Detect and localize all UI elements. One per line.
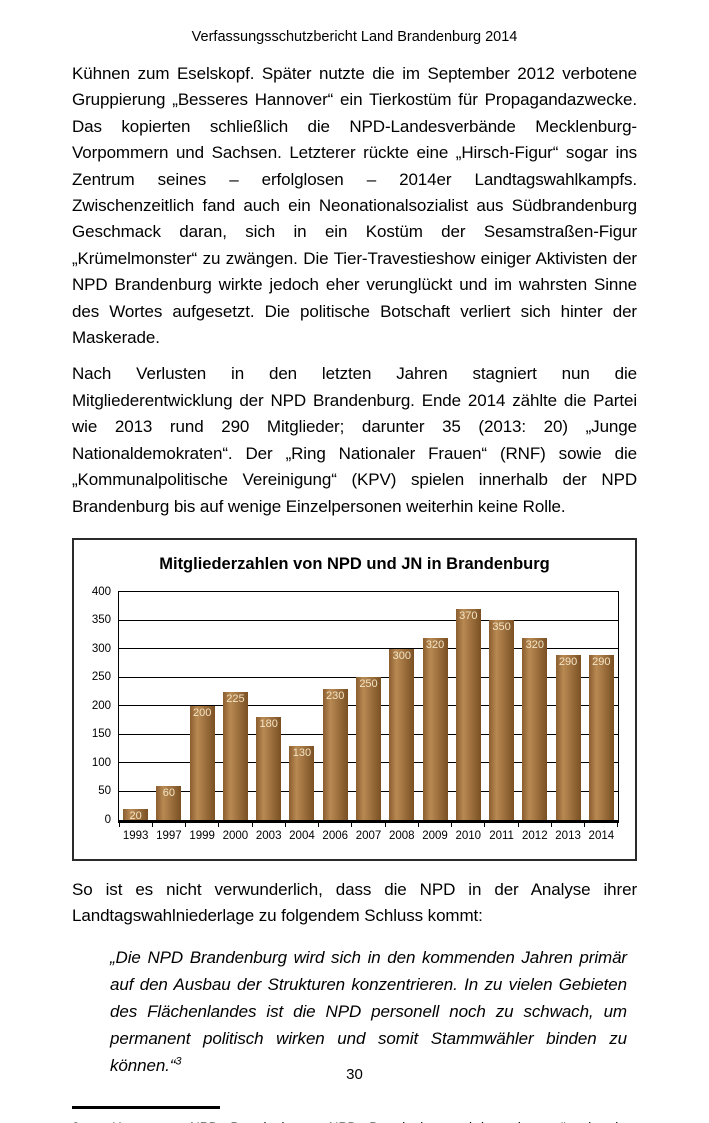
bar-1997: 60 bbox=[156, 785, 182, 820]
x-axis-label-2007: 2007 bbox=[355, 829, 382, 842]
bar-value-label-2000: 225 bbox=[226, 692, 245, 705]
paragraph-3: So ist es nicht verwunderlich, dass die … bbox=[72, 879, 637, 926]
y-axis-label-350: 350 bbox=[91, 614, 111, 627]
bar-2004: 130 bbox=[289, 745, 315, 820]
gridline-350 bbox=[119, 619, 618, 621]
bar-2010: 370 bbox=[455, 609, 481, 820]
x-axis-tick bbox=[284, 822, 286, 827]
x-axis-tick bbox=[550, 822, 552, 827]
bar-2013: 290 bbox=[555, 654, 581, 820]
running-header: Verfassungsschutzbericht Land Brandenbur… bbox=[191, 29, 518, 45]
bar-1999: 200 bbox=[189, 705, 215, 820]
x-axis-label-2011: 2011 bbox=[489, 829, 514, 842]
x-axis-label-2010: 2010 bbox=[455, 829, 482, 842]
footnote-reference: 3 bbox=[175, 1055, 182, 1068]
page-content: Kühnen zum Eselskopf. Später nutzte die … bbox=[0, 61, 709, 1123]
footnote-marker: 3 bbox=[72, 1118, 112, 1123]
y-axis-label-150: 150 bbox=[91, 728, 111, 741]
y-axis-label-400: 400 bbox=[91, 585, 111, 598]
paragraph-2: Nach Verlusten in den letzten Jahren sta… bbox=[72, 364, 637, 516]
bar-2008: 300 bbox=[389, 648, 415, 820]
x-axis-tick bbox=[218, 822, 220, 827]
x-axis-label-1999: 1999 bbox=[189, 829, 215, 842]
bar-2012: 320 bbox=[522, 637, 548, 820]
x-axis-tick bbox=[251, 822, 253, 827]
x-axis-label-2013: 2013 bbox=[555, 829, 581, 842]
bar-value-label-2003: 180 bbox=[259, 718, 278, 731]
y-axis-label-50: 50 bbox=[98, 785, 111, 798]
bar-value-label-2013: 290 bbox=[558, 655, 578, 668]
x-axis-tick bbox=[351, 822, 353, 827]
bar-value-label-2009: 320 bbox=[425, 638, 445, 651]
blockquote: „Die NPD Brandenburg wird sich in den ko… bbox=[110, 944, 627, 1079]
bar-value-label-2012: 320 bbox=[525, 638, 544, 651]
y-axis-label-250: 250 bbox=[91, 671, 111, 684]
bar-2000: 225 bbox=[222, 691, 248, 820]
bar-2003: 180 bbox=[256, 717, 282, 820]
x-axis-label-2014: 2014 bbox=[588, 829, 615, 842]
x-axis-label-1993: 1993 bbox=[122, 829, 149, 842]
quote-text: „Die NPD Brandenburg wird sich in den ko… bbox=[110, 947, 627, 1075]
bar-value-label-2011: 350 bbox=[492, 621, 511, 634]
paragraph-1: Kühnen zum Eselskopf. Später nutzte die … bbox=[72, 64, 637, 348]
x-axis-tick bbox=[185, 822, 187, 827]
bar-2014: 290 bbox=[588, 654, 614, 820]
bar-value-label-2006: 230 bbox=[326, 689, 345, 702]
bar-value-label-1993: 20 bbox=[129, 809, 142, 822]
bar-value-label-2004: 130 bbox=[292, 746, 312, 759]
chart-title: Mitgliederzahlen von NPD und JN in Brand… bbox=[159, 554, 550, 573]
x-axis-tick bbox=[584, 822, 586, 827]
bar-value-label-2014: 290 bbox=[592, 655, 611, 668]
x-axis-label-2012: 2012 bbox=[522, 829, 548, 842]
x-axis-label-1997: 1997 bbox=[156, 829, 182, 842]
x-axis-tick bbox=[484, 822, 486, 827]
x-axis-label-2009: 2009 bbox=[422, 829, 448, 842]
bar-value-label-1997: 60 bbox=[162, 786, 176, 799]
bar-value-label-2007: 250 bbox=[359, 678, 378, 691]
gridline-300 bbox=[119, 648, 618, 650]
x-axis-tick bbox=[517, 822, 519, 827]
x-axis-label-2000: 2000 bbox=[222, 829, 249, 842]
chart-plot: 0 50 100 150 200 250 300 350 400 20 1993 60 1997 200 1… bbox=[92, 586, 619, 842]
bar-2007: 250 bbox=[356, 677, 381, 820]
x-axis-label-2008: 2008 bbox=[388, 829, 415, 842]
x-axis-label-2003: 2003 bbox=[255, 829, 282, 842]
bar-value-label-2008: 300 bbox=[392, 649, 411, 662]
y-axis-label-200: 200 bbox=[91, 699, 111, 712]
y-axis-label-100: 100 bbox=[91, 756, 111, 769]
page-number: 30 bbox=[346, 1066, 363, 1083]
x-axis-tick bbox=[318, 822, 320, 827]
y-axis-label-0: 0 bbox=[104, 813, 111, 826]
x-axis-tick bbox=[451, 822, 453, 827]
bar-1993: 20 bbox=[123, 808, 149, 822]
x-axis-tick bbox=[151, 822, 153, 827]
footnote: 3 Homepage NPD Brandenburg: „NPD Branden… bbox=[72, 1118, 637, 1123]
bar-2009: 320 bbox=[422, 637, 448, 820]
membership-chart-figure: Mitgliederzahlen von NPD und JN in Brand… bbox=[72, 537, 637, 861]
bar-value-label-1999: 200 bbox=[192, 706, 212, 719]
x-axis-label-2004: 2004 bbox=[289, 829, 315, 842]
footnote-divider bbox=[72, 1105, 220, 1109]
x-axis-tick bbox=[617, 822, 618, 827]
bar-value-label-2010: 370 bbox=[459, 610, 478, 623]
y-axis-label-300: 300 bbox=[91, 642, 111, 655]
x-axis-tick bbox=[417, 822, 419, 827]
bar-2011: 350 bbox=[489, 620, 515, 820]
footnote-text: Homepage NPD Brandenburg: „NPD Brandenbu… bbox=[112, 1118, 637, 1123]
x-axis-label-2006: 2006 bbox=[322, 829, 349, 842]
bar-2006: 230 bbox=[322, 688, 348, 820]
x-axis-tick bbox=[384, 822, 386, 827]
x-axis-tick bbox=[119, 822, 120, 827]
